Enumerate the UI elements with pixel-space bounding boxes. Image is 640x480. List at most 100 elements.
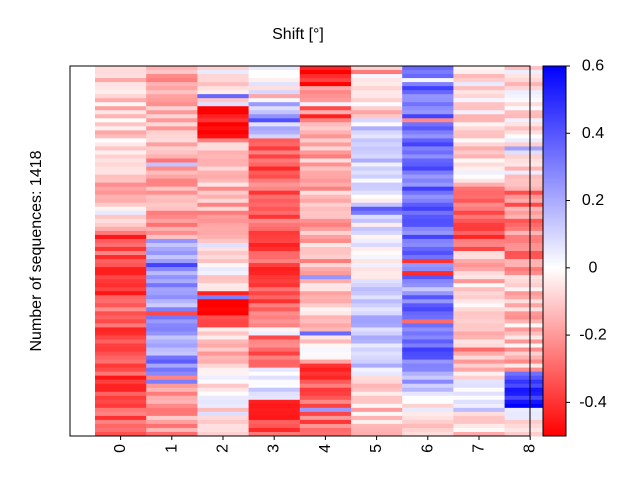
heatmap-cell — [299, 283, 352, 288]
heatmap-cell — [351, 379, 403, 385]
heatmap-cell — [402, 106, 454, 111]
heatmap-cell — [351, 214, 403, 220]
heatmap-cell — [197, 399, 250, 405]
heatmap-cell — [95, 222, 147, 228]
heatmap-cell — [146, 202, 198, 208]
heatmap-cell — [351, 134, 403, 139]
heatmap-cell — [453, 355, 506, 361]
heatmap-cell — [146, 371, 198, 377]
heatmap-cell — [146, 347, 198, 353]
heatmap-cell — [146, 126, 198, 131]
heatmap-cell — [299, 291, 352, 296]
heatmap-cell — [197, 267, 250, 272]
heatmap-cell — [197, 323, 250, 328]
heatmap-cell — [299, 242, 352, 248]
heatmap-cell — [299, 218, 352, 224]
heatmap-cell — [248, 210, 301, 216]
heatmap-cell — [402, 391, 454, 397]
heatmap-cell — [146, 130, 198, 135]
heatmap-cell — [351, 415, 403, 421]
heatmap-cell — [95, 78, 147, 83]
heatmap-cell — [248, 423, 301, 429]
heatmap-cell — [146, 230, 198, 236]
heatmap-cell — [248, 122, 301, 127]
heatmap-cell — [402, 242, 454, 248]
heatmap-cell — [402, 214, 454, 220]
x-tick-label: 3 — [266, 444, 283, 453]
heatmap-cell — [299, 170, 352, 176]
heatmap-cell — [146, 419, 198, 425]
heatmap-cell — [95, 335, 147, 340]
heatmap-cell — [351, 202, 403, 208]
heatmap-cell — [351, 106, 403, 111]
heatmap-cell — [453, 230, 506, 236]
heatmap-cell — [351, 154, 403, 159]
x-tick-label: 2 — [215, 444, 232, 453]
heatmap-cell — [299, 114, 352, 119]
heatmap-cell — [351, 399, 403, 405]
heatmap-cell — [402, 234, 454, 240]
heatmap-cell — [248, 118, 301, 123]
heatmap-cell — [351, 66, 403, 71]
heatmap-cell — [197, 158, 250, 164]
heatmap-cell — [248, 178, 301, 184]
heatmap-cell — [299, 399, 352, 405]
heatmap-cell — [453, 383, 506, 389]
heatmap-cell — [453, 246, 506, 252]
heatmap-cell — [351, 102, 403, 107]
heatmap-cell — [402, 303, 454, 308]
heatmap-cell — [351, 242, 403, 248]
heatmap-cell — [351, 210, 403, 216]
heatmap-cell — [95, 419, 147, 425]
heatmap-cell — [95, 114, 147, 119]
heatmap-cell — [351, 130, 403, 135]
x-tick-label: 1 — [163, 444, 180, 453]
heatmap-cell — [95, 82, 147, 87]
heatmap-cell — [453, 411, 506, 417]
heatmap-cell — [146, 323, 198, 328]
heatmap-cell — [351, 343, 403, 349]
heatmap-cell — [453, 74, 506, 79]
heatmap-cell — [197, 431, 250, 437]
heatmap-cell — [146, 395, 198, 401]
heatmap-cell — [197, 170, 250, 176]
heatmap-cell — [146, 178, 198, 184]
heatmap-cell — [248, 134, 301, 139]
heatmap-cell — [95, 174, 147, 180]
heatmap-cell — [299, 371, 352, 377]
heatmap-cell — [146, 246, 198, 252]
heatmap-cell — [146, 431, 198, 437]
heatmap-cell — [197, 86, 250, 91]
heatmap-cell — [351, 238, 403, 244]
heatmap-cell — [402, 291, 454, 296]
heatmap-cell — [453, 122, 506, 127]
heatmap-cell — [453, 299, 506, 304]
heatmap-cell — [197, 291, 250, 296]
heatmap-cell — [453, 146, 506, 151]
colorbar-tick-label: -0.2 — [579, 327, 607, 344]
heatmap-cell — [299, 343, 352, 349]
heatmap-cell — [351, 335, 403, 340]
heatmap-cell — [146, 251, 198, 256]
heatmap-cell — [95, 70, 147, 75]
heatmap-cell — [299, 351, 352, 357]
heatmap-cell — [351, 315, 403, 320]
heatmap-cell — [197, 283, 250, 288]
heatmap-cell — [248, 186, 301, 192]
heatmap-cell — [95, 74, 147, 79]
heatmap-cell — [453, 134, 506, 139]
heatmap-cell — [197, 202, 250, 208]
heatmap-cell — [248, 130, 301, 135]
heatmap-cell — [95, 263, 147, 268]
heatmap-cell — [197, 287, 250, 292]
heatmap-cell — [248, 383, 301, 389]
heatmap-cell — [146, 90, 198, 95]
heatmap-cell — [197, 182, 250, 188]
heatmap-cell — [248, 78, 301, 83]
heatmap-cell — [197, 367, 250, 373]
heatmap-cell — [197, 166, 250, 172]
heatmap-cell — [453, 202, 506, 208]
heatmap-cell — [299, 214, 352, 220]
heatmap-cell — [146, 82, 198, 87]
heatmap-cell — [197, 251, 250, 256]
